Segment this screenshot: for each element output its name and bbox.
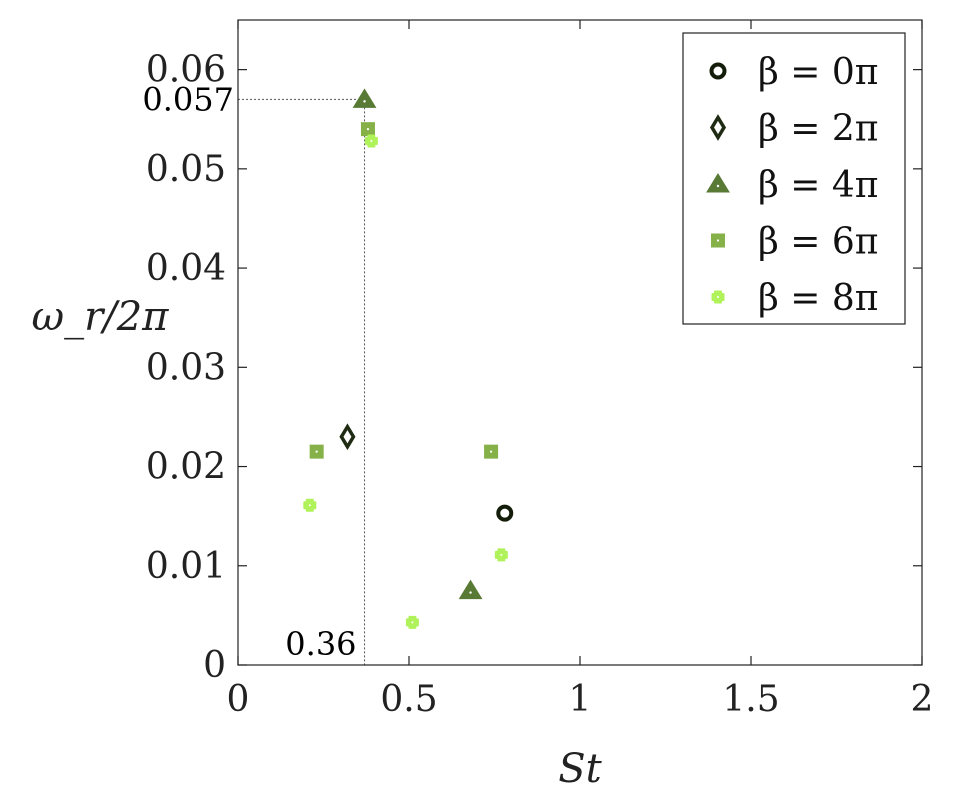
x-tick-label: 1: [569, 679, 592, 720]
legend-item-3: β = 6π: [711, 222, 878, 263]
point-series-1-0: [339, 423, 356, 451]
point-series-2-0: [352, 88, 377, 108]
point-series-3-1: [360, 122, 375, 137]
point-series-3-0: [309, 444, 324, 459]
data-points: [303, 88, 514, 629]
x-axis-title: St: [558, 746, 602, 792]
legend-item-1: β = 2π: [709, 109, 878, 150]
annotation-y-value: 0.057: [142, 80, 234, 118]
x-tick-label: 0: [227, 679, 250, 720]
legend-label: β = 8π: [758, 278, 878, 319]
point-series-4-1: [364, 134, 378, 148]
y-tick-label: 0.05: [146, 149, 226, 190]
legend-item-0: β = 0π: [709, 52, 878, 93]
x-tick-label: 2: [911, 679, 934, 720]
point-series-0-0: [496, 504, 514, 522]
annotation-guides: 0.057 0.36: [142, 80, 366, 665]
point-series-3-2: [484, 444, 499, 459]
marker-circle: [709, 62, 727, 80]
marker-square: [711, 233, 725, 248]
x-tick-label: 0.5: [380, 679, 437, 720]
y-axis-title: ω_r/2π: [32, 294, 170, 340]
y-tick-label: 0.04: [146, 248, 226, 289]
y-tick-label: 0.02: [146, 447, 226, 488]
legend-label: β = 6π: [758, 222, 878, 263]
marker-diamond: [709, 114, 727, 141]
point-series-2-1: [458, 579, 483, 600]
legend-item-2: β = 4π: [706, 165, 878, 206]
point-series-4-3: [494, 548, 508, 562]
point-series-4-2: [405, 615, 419, 629]
legend-label: β = 2π: [758, 109, 878, 150]
legend-item-4: β = 8π: [711, 278, 878, 319]
annotation-x-value: 0.36: [285, 625, 356, 663]
y-tick-label: 0.06: [146, 50, 226, 91]
y-tick-label: 0: [203, 645, 226, 686]
y-tick-label: 0.03: [146, 347, 226, 388]
legend-label: β = 4π: [758, 165, 878, 206]
x-tick-label: 1.5: [722, 679, 779, 720]
tick-labels: 0 0.5 1 1.5 2 0 0.01 0.02 0.03 0.04 0.05 0.06: [146, 50, 934, 720]
marker-plus: [711, 290, 725, 304]
legend: β = 0π β = 2π β = 4π β = 6π β = 8π: [682, 32, 906, 325]
y-tick-label: 0.01: [146, 546, 226, 587]
plot-area-frame: [237, 19, 923, 666]
point-series-4-0: [303, 498, 317, 512]
marker-triangle: [706, 173, 730, 193]
legend-label: β = 0π: [758, 52, 878, 93]
